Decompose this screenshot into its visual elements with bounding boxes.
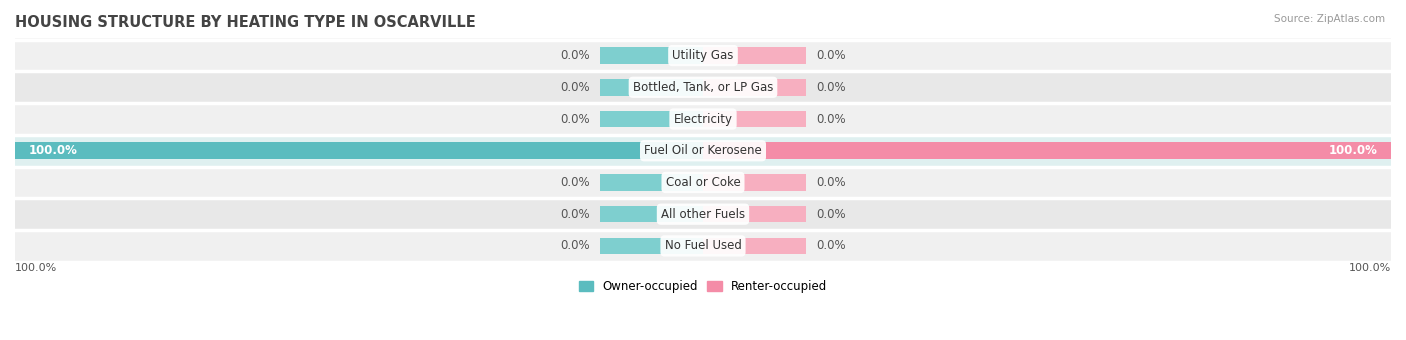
Bar xyxy=(15,71,1391,103)
Bar xyxy=(703,174,806,191)
Bar xyxy=(600,238,703,254)
Bar xyxy=(600,174,703,191)
Text: 0.0%: 0.0% xyxy=(560,208,589,221)
Text: HOUSING STRUCTURE BY HEATING TYPE IN OSCARVILLE: HOUSING STRUCTURE BY HEATING TYPE IN OSC… xyxy=(15,15,475,30)
Bar xyxy=(600,206,703,222)
Bar xyxy=(703,238,806,254)
Bar xyxy=(600,79,703,96)
Text: 0.0%: 0.0% xyxy=(817,208,846,221)
Bar xyxy=(15,103,1391,135)
Bar xyxy=(15,167,1391,198)
Bar xyxy=(703,142,1391,159)
Bar xyxy=(600,111,703,127)
Text: Source: ZipAtlas.com: Source: ZipAtlas.com xyxy=(1274,14,1385,23)
Bar xyxy=(600,47,703,64)
Bar xyxy=(703,206,806,222)
Text: No Fuel Used: No Fuel Used xyxy=(665,239,741,252)
Text: 100.0%: 100.0% xyxy=(28,144,77,157)
Text: Electricity: Electricity xyxy=(673,113,733,125)
Text: 0.0%: 0.0% xyxy=(560,113,589,125)
Text: 0.0%: 0.0% xyxy=(817,176,846,189)
Text: 100.0%: 100.0% xyxy=(1348,264,1391,273)
Text: 100.0%: 100.0% xyxy=(1329,144,1378,157)
Text: 0.0%: 0.0% xyxy=(560,81,589,94)
Bar xyxy=(15,135,1391,167)
Text: 100.0%: 100.0% xyxy=(15,264,58,273)
Text: Utility Gas: Utility Gas xyxy=(672,49,734,62)
Bar xyxy=(15,230,1391,262)
Text: Coal or Coke: Coal or Coke xyxy=(665,176,741,189)
Text: 0.0%: 0.0% xyxy=(560,239,589,252)
Text: Fuel Oil or Kerosene: Fuel Oil or Kerosene xyxy=(644,144,762,157)
Bar xyxy=(703,111,806,127)
Bar xyxy=(703,47,806,64)
Text: All other Fuels: All other Fuels xyxy=(661,208,745,221)
Bar xyxy=(703,79,806,96)
Text: 0.0%: 0.0% xyxy=(817,49,846,62)
Text: 0.0%: 0.0% xyxy=(560,49,589,62)
Text: 0.0%: 0.0% xyxy=(817,239,846,252)
Text: 0.0%: 0.0% xyxy=(817,113,846,125)
Text: 0.0%: 0.0% xyxy=(817,81,846,94)
Bar xyxy=(15,198,1391,230)
Bar xyxy=(15,40,1391,71)
Text: 0.0%: 0.0% xyxy=(560,176,589,189)
Legend: Owner-occupied, Renter-occupied: Owner-occupied, Renter-occupied xyxy=(574,276,832,298)
Bar xyxy=(15,142,703,159)
Text: Bottled, Tank, or LP Gas: Bottled, Tank, or LP Gas xyxy=(633,81,773,94)
